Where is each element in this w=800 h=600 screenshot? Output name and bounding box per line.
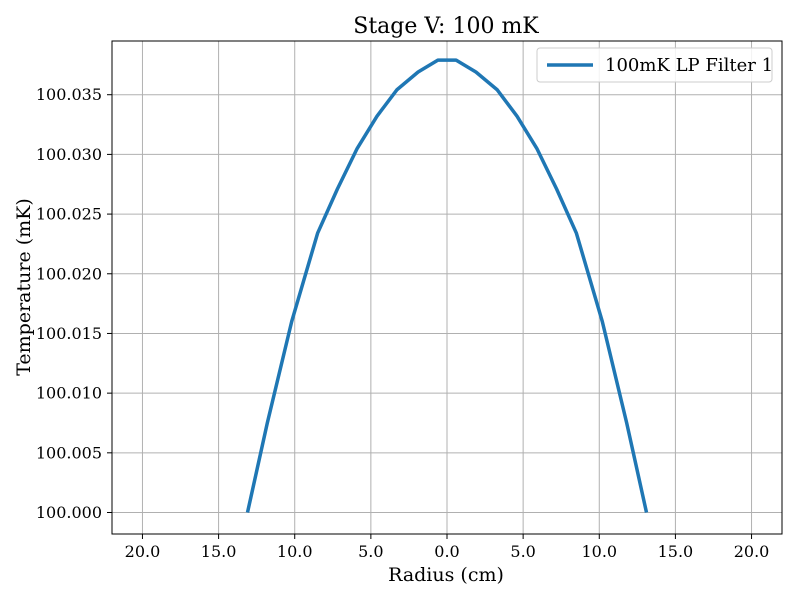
y-tick-label: 100.035 (36, 85, 102, 104)
ticks-layer: 20.0 15.0 10.0 5.0 0.0 5.0 10.0 15.0 20.0 100.000… (36, 85, 770, 561)
legend: 100mK LP Filter 1 (536, 47, 773, 83)
legend-label: 100mK LP Filter 1 (605, 55, 773, 76)
x-tick-label: 15.0 (658, 542, 694, 561)
x-tick-label: 5.0 (358, 542, 383, 561)
y-tick-label: 100.030 (36, 145, 102, 164)
x-axis-label: Radius (cm) (388, 564, 504, 586)
x-tick-label: 10.0 (277, 542, 313, 561)
grid-layer (112, 41, 782, 534)
legend-box (536, 47, 773, 83)
y-tick-label: 100.025 (36, 205, 102, 224)
x-tick-label: 20.0 (125, 542, 161, 561)
y-tick-label: 100.015 (36, 324, 102, 343)
chart-title: Stage V: 100 mK (353, 14, 539, 39)
series-layer (245, 58, 649, 513)
y-tick-label: 100.010 (36, 384, 102, 403)
y-tick-label: 100.005 (36, 443, 102, 462)
x-tick-label: 10.0 (581, 542, 617, 561)
x-tick-label: 20.0 (734, 542, 770, 561)
series-line (245, 58, 649, 513)
y-axis-label: Temperature (mK) (13, 198, 35, 376)
x-tick-label: 0.0 (434, 542, 459, 561)
x-tick-label: 5.0 (510, 542, 535, 561)
y-tick-label: 100.020 (36, 264, 102, 283)
x-tick-label: 15.0 (201, 542, 237, 561)
y-tick-label: 100.000 (36, 503, 102, 522)
